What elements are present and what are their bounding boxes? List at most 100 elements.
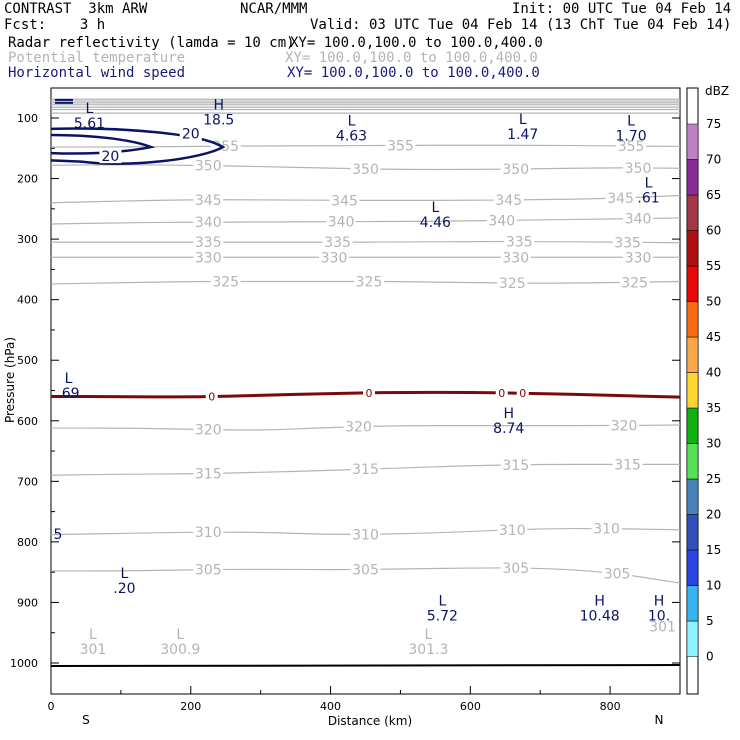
colorbar-tick-label: 0 [706,650,714,664]
extremum-marker: L [519,112,527,128]
extremum-value: 18.5 [203,113,234,129]
field2-name: Potential temperature [8,50,186,66]
forecast-hour: Fcst: 3 h [4,17,106,33]
theta-label: 350 [625,161,652,177]
field1-name: Radar reflectivity (lamda = 10 cm) [8,35,295,51]
field1-xy: XY= 100.0,100.0 to 100.0,400.0 [290,35,543,51]
y-tick-label: 200 [17,173,38,186]
colorbar-unit: dBZ [705,84,729,98]
wind-contour-label: 20 [182,127,200,143]
extremum-value: 301 [80,642,107,658]
y-tick-label: 900 [17,596,38,609]
field3-name: Horizontal wind speed [8,65,186,81]
theta-label: 315 [195,467,222,483]
ground-line [51,664,680,668]
extremum-marker: L [627,113,635,129]
extremum-value: 10.48 [580,608,620,624]
colorbar-band [686,123,699,160]
extremum-value: 10. [648,608,670,624]
extremum-value: 5.72 [427,608,458,624]
colorbar-band [686,230,699,267]
theta-label: 310 [593,522,620,538]
theta-label: 330 [625,250,652,266]
theta-label: 350 [502,162,529,178]
x-tick-label: 0 [48,700,55,713]
theta-label: 305 [195,563,222,579]
extremum-marker: H [213,98,224,114]
extremum-value: 5.61 [74,116,105,132]
theta-label: 330 [502,250,529,266]
x-tick-label: 800 [600,700,621,713]
theta-contour-320 [51,424,680,431]
extremum-marker: L [86,101,94,117]
extremum-value: 1.70 [615,128,646,144]
theta-contour-315 [51,463,680,476]
colorbar-tick-label: 55 [706,259,721,273]
institution-label: NCAR/MMM [240,1,308,17]
colorbar-tick-label: 30 [706,437,721,451]
theta-label: 305 [502,561,529,577]
x-axis-title: Distance (km) [328,714,412,728]
wind-contour-20-inner [51,133,156,155]
extremum-marker: L [348,113,356,129]
y-tick-label: 300 [17,233,38,246]
extremum-value: .20 [113,581,135,597]
colorbar-tick-label: 20 [706,508,721,522]
colorbar-tick-label: 25 [706,472,721,486]
colorbar-tick-label: 40 [706,366,721,380]
extremum-value: 300.9 [160,642,200,658]
x-tick-label: 600 [460,700,481,713]
theta-label: 320 [345,420,372,436]
theta-label: 345 [607,191,634,207]
extremum-marker: L [176,627,184,643]
freezing-level-label: 0 [365,387,372,400]
colorbar-tick-label: 10 [706,579,721,593]
theta-label: 345 [331,193,358,209]
freezing-level-label: 0 [519,387,526,400]
theta-label: 340 [625,212,652,228]
theta-label: 325 [621,275,648,291]
colorbar-tick-label: 5 [706,614,714,628]
theta-label: 325 [356,275,383,291]
contour-group: 355 355 355 350 350 350 350 345 345 345 345 340 340 3… [51,98,680,668]
colorbar-tick-label: 70 [706,153,721,167]
y-tick-label: 400 [17,294,38,307]
freezing-level-label: 0 [498,387,505,400]
extremum-marker: L [431,200,439,216]
extremum-marker: L [120,566,128,582]
freezing-level-label: 0 [208,391,215,404]
theta-label: 355 [618,139,645,155]
extremum-marker: L [89,627,97,643]
theta-label: 330 [195,250,222,266]
y-tick-label: 800 [17,536,38,549]
theta-label: 335 [506,235,533,251]
theta-label: 310 [352,527,379,543]
x-end-label-start: S [82,713,90,727]
theta-label: 330 [321,250,348,266]
y-tick-label: 500 [17,354,38,367]
theta-label: 335 [614,235,641,251]
colorbar-band [686,478,699,515]
extremum-value: 4.63 [336,128,367,144]
theta-label: 310 [499,523,526,539]
extremum-marker: L [438,593,446,609]
theta-contour-305 [51,567,680,584]
theta-label: 350 [352,162,379,178]
colorbar: 0 5 10 15 20 25 30 35 40 45 50 55 60 65 70 75 dBZ [686,84,729,695]
theta-label: 335 [195,235,222,251]
theta-label: 310 [195,525,222,541]
colorbar-band [686,620,699,657]
colorbar-band [686,549,699,586]
theta-label: 355 [212,139,239,155]
theta-label: 350 [195,159,222,175]
colorbar-band [686,443,699,480]
colorbar-tick-label: 65 [706,188,721,202]
extremum-value: 1.47 [507,127,538,143]
colorbar-band [686,514,699,551]
x-end-label-end: N [655,713,664,727]
colorbar-tick-label: 45 [706,330,721,344]
y-tick-label: 700 [17,475,38,488]
theta-label: 315 [502,458,529,474]
field2-xy: XY= 100.0,100.0 to 100.0,400.0 [285,50,538,66]
